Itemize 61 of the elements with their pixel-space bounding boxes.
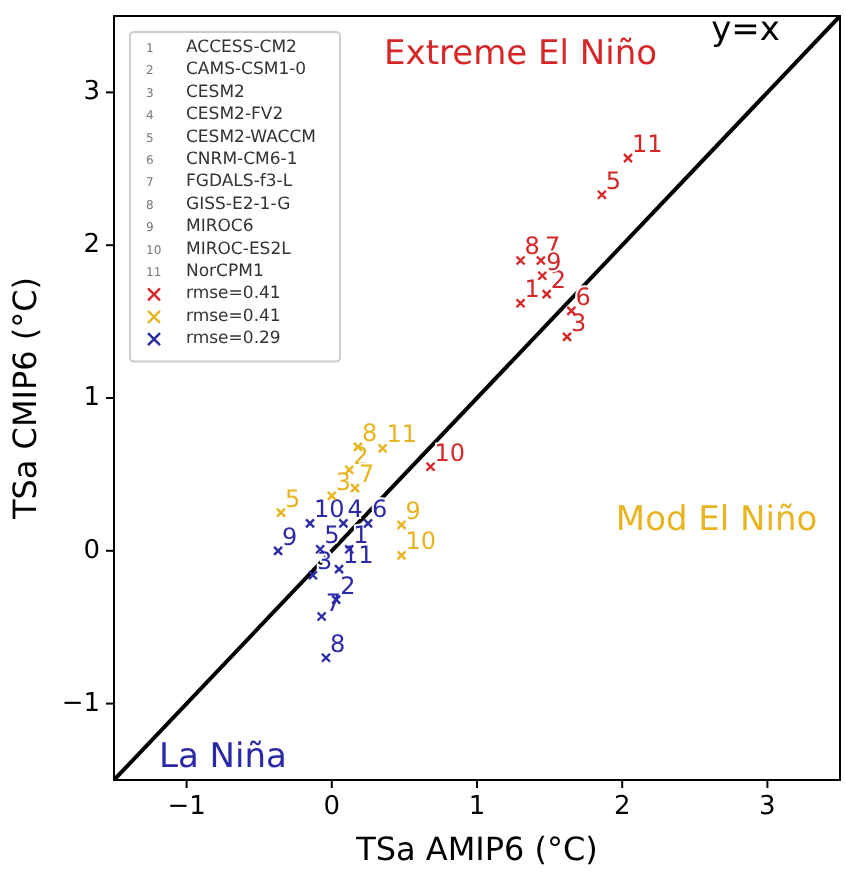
- annotation: 5: [605, 166, 622, 195]
- legend-label: rmse=0.29: [186, 329, 281, 350]
- annotation: Extreme El Niño: [384, 34, 658, 75]
- point: [307, 570, 319, 581]
- y-tick-label: 1: [83, 383, 100, 413]
- annotation: 5: [324, 521, 340, 550]
- point: [396, 550, 407, 561]
- x-tick-label: 3: [759, 792, 776, 822]
- annotation: 1: [524, 275, 540, 304]
- point: [425, 461, 436, 472]
- annotation: 4: [347, 495, 363, 524]
- y-tick-label: 0: [83, 535, 100, 566]
- annotation: 10: [314, 495, 345, 524]
- annotation: 8: [524, 232, 540, 261]
- point: [396, 519, 407, 531]
- x-axis-title: TSa AMIP6 (°C): [354, 830, 598, 868]
- point: [622, 152, 634, 164]
- annotation: 2: [340, 571, 356, 600]
- series-label: y=x: [711, 10, 780, 50]
- y-tick-label: 2: [83, 230, 100, 261]
- point: [320, 652, 332, 663]
- point: [338, 518, 349, 529]
- legend-label: rmse=0.41: [186, 284, 281, 305]
- annotation: 7: [359, 460, 375, 489]
- annotation: 8: [329, 629, 346, 658]
- annotation: 5: [284, 484, 301, 513]
- annotation: 11: [632, 130, 663, 159]
- annotation: 9: [405, 496, 421, 525]
- y-tick-label: 3: [83, 77, 100, 108]
- annotation: La Niña: [158, 737, 287, 778]
- point: [377, 443, 388, 454]
- annotation: 11: [386, 420, 418, 449]
- y-tick-label: −1: [61, 688, 100, 719]
- x-tick-label: 2: [613, 792, 631, 822]
- x-tick-label: 1: [468, 792, 486, 822]
- point: [535, 255, 547, 266]
- point: [537, 270, 548, 281]
- point: [333, 563, 345, 575]
- point: [272, 545, 284, 556]
- point: [304, 518, 316, 529]
- annotation: 8: [361, 418, 378, 447]
- annotation: 3: [335, 467, 352, 496]
- annotation: 9: [282, 522, 298, 551]
- point: [515, 255, 526, 266]
- annotation: 10: [405, 527, 437, 556]
- point: [596, 189, 608, 200]
- x-tick-label: 0: [323, 792, 341, 822]
- point: [541, 288, 552, 300]
- point: [316, 611, 327, 622]
- annotation: 10: [434, 438, 466, 467]
- point: [349, 482, 361, 494]
- legend-label: rmse=0.41: [186, 306, 281, 327]
- x-tick-label: −1: [167, 792, 206, 822]
- point: [515, 298, 526, 309]
- point: [561, 331, 573, 343]
- point: [275, 507, 287, 518]
- annotation: 6: [575, 282, 591, 311]
- annotation: Mod El Niño: [615, 500, 818, 541]
- annotation: 3: [571, 308, 587, 337]
- y-axis-title: TSa CMIP6 (°C): [6, 276, 44, 522]
- annotation: 6: [372, 495, 388, 524]
